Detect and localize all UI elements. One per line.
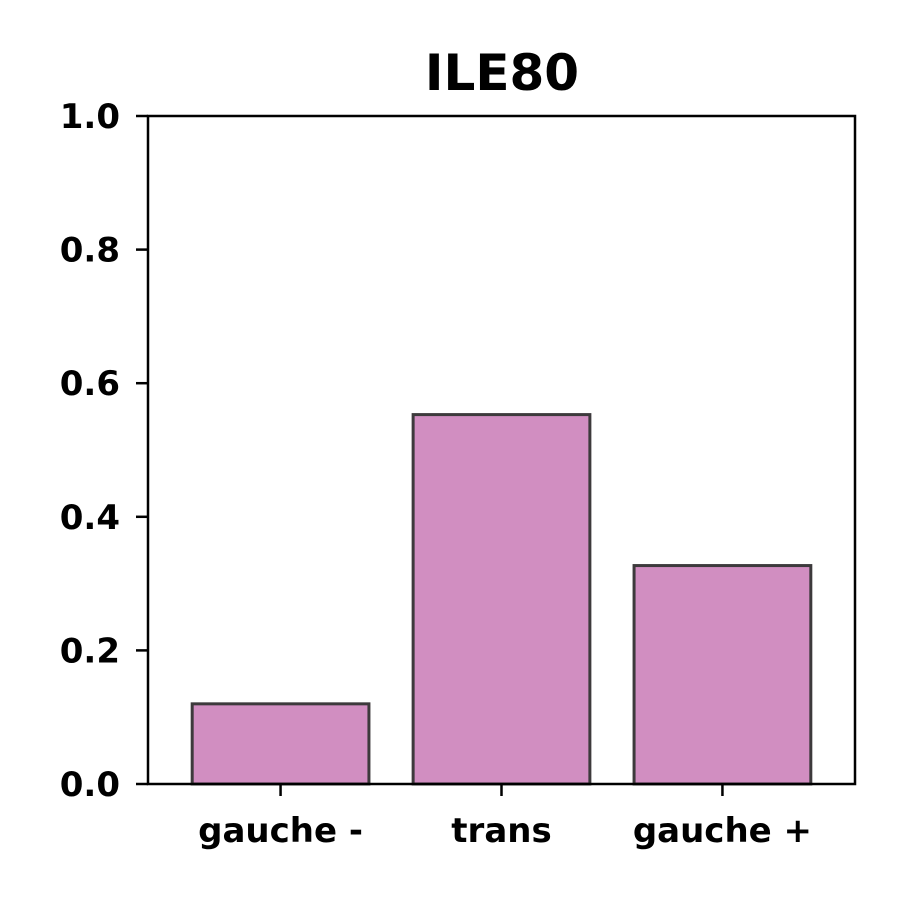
y-tick-label: 0.0	[60, 765, 120, 805]
x-tick-label: gauche +	[633, 811, 812, 851]
y-tick-label: 1.0	[60, 97, 120, 137]
y-axis: 0.0 0.2 0.4 0.6 0.8 1.0	[60, 97, 148, 805]
x-axis: gauche - trans gauche +	[198, 784, 812, 851]
y-tick-label: 0.2	[60, 631, 120, 671]
bar-gauche	[632, 564, 813, 786]
y-tick-label: 0.6	[60, 364, 120, 404]
plot-frame	[146, 114, 857, 786]
chart-title: ILE80	[425, 44, 579, 102]
bars-layer	[190, 413, 813, 786]
y-tick-label: 0.8	[60, 231, 120, 271]
x-tick-label: gauche -	[198, 811, 363, 851]
y-tick-label: 0.4	[60, 498, 120, 538]
bar-gauche	[190, 702, 371, 786]
bar-trans	[411, 413, 592, 786]
x-tick-label: trans	[451, 811, 551, 851]
